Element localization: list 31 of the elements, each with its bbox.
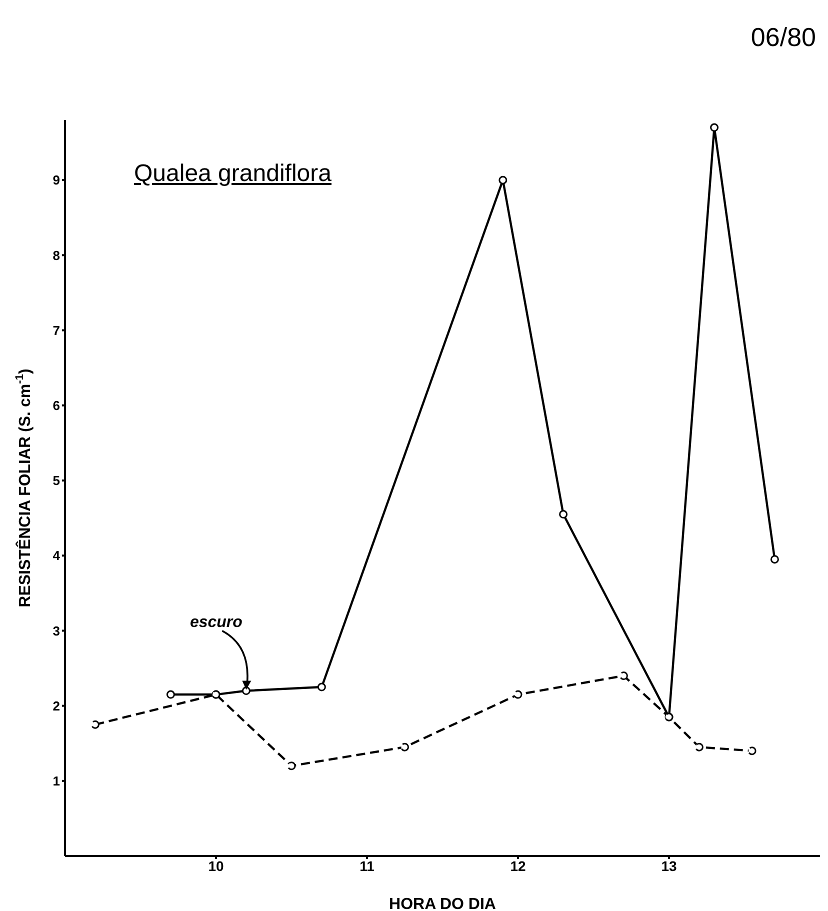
x-tick-label: 12 — [510, 858, 526, 874]
point — [710, 123, 719, 132]
point — [242, 686, 250, 696]
y-tick-label: 3 — [52, 623, 60, 638]
point — [90, 720, 100, 729]
point — [166, 690, 175, 699]
y-tick-label: 1 — [52, 774, 60, 789]
point — [770, 555, 779, 564]
x-tick-label: 13 — [661, 858, 677, 874]
point — [559, 510, 568, 519]
annotation: escuro — [190, 614, 243, 631]
x-tick-label: 10 — [208, 858, 224, 874]
y-tick-label: 5 — [52, 473, 60, 488]
x-tick-label: 11 — [360, 858, 375, 874]
point — [287, 762, 296, 770]
x-axis-title: HORA DO DIA — [389, 896, 496, 911]
point — [748, 746, 756, 756]
y-tick-label: 2 — [52, 698, 60, 714]
point — [498, 176, 508, 184]
y-tick-label: 6 — [52, 398, 60, 414]
point — [400, 742, 409, 752]
y-tick-label: 9 — [52, 172, 60, 188]
y-tick-label: 8 — [52, 248, 60, 263]
text: 06/80 — [750, 22, 816, 53]
point — [317, 682, 326, 692]
point — [514, 690, 522, 699]
y-tick-label: 7 — [52, 322, 60, 338]
y-tick-label: 4 — [52, 548, 61, 564]
point — [694, 742, 704, 752]
point — [619, 672, 628, 680]
text: Qualea grandiflora — [134, 160, 332, 188]
